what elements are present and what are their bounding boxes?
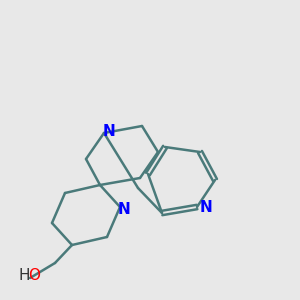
Text: N: N: [103, 124, 116, 139]
Text: H: H: [18, 268, 30, 283]
Text: N: N: [200, 200, 212, 214]
Text: N: N: [118, 202, 130, 217]
Text: O: O: [28, 268, 40, 283]
